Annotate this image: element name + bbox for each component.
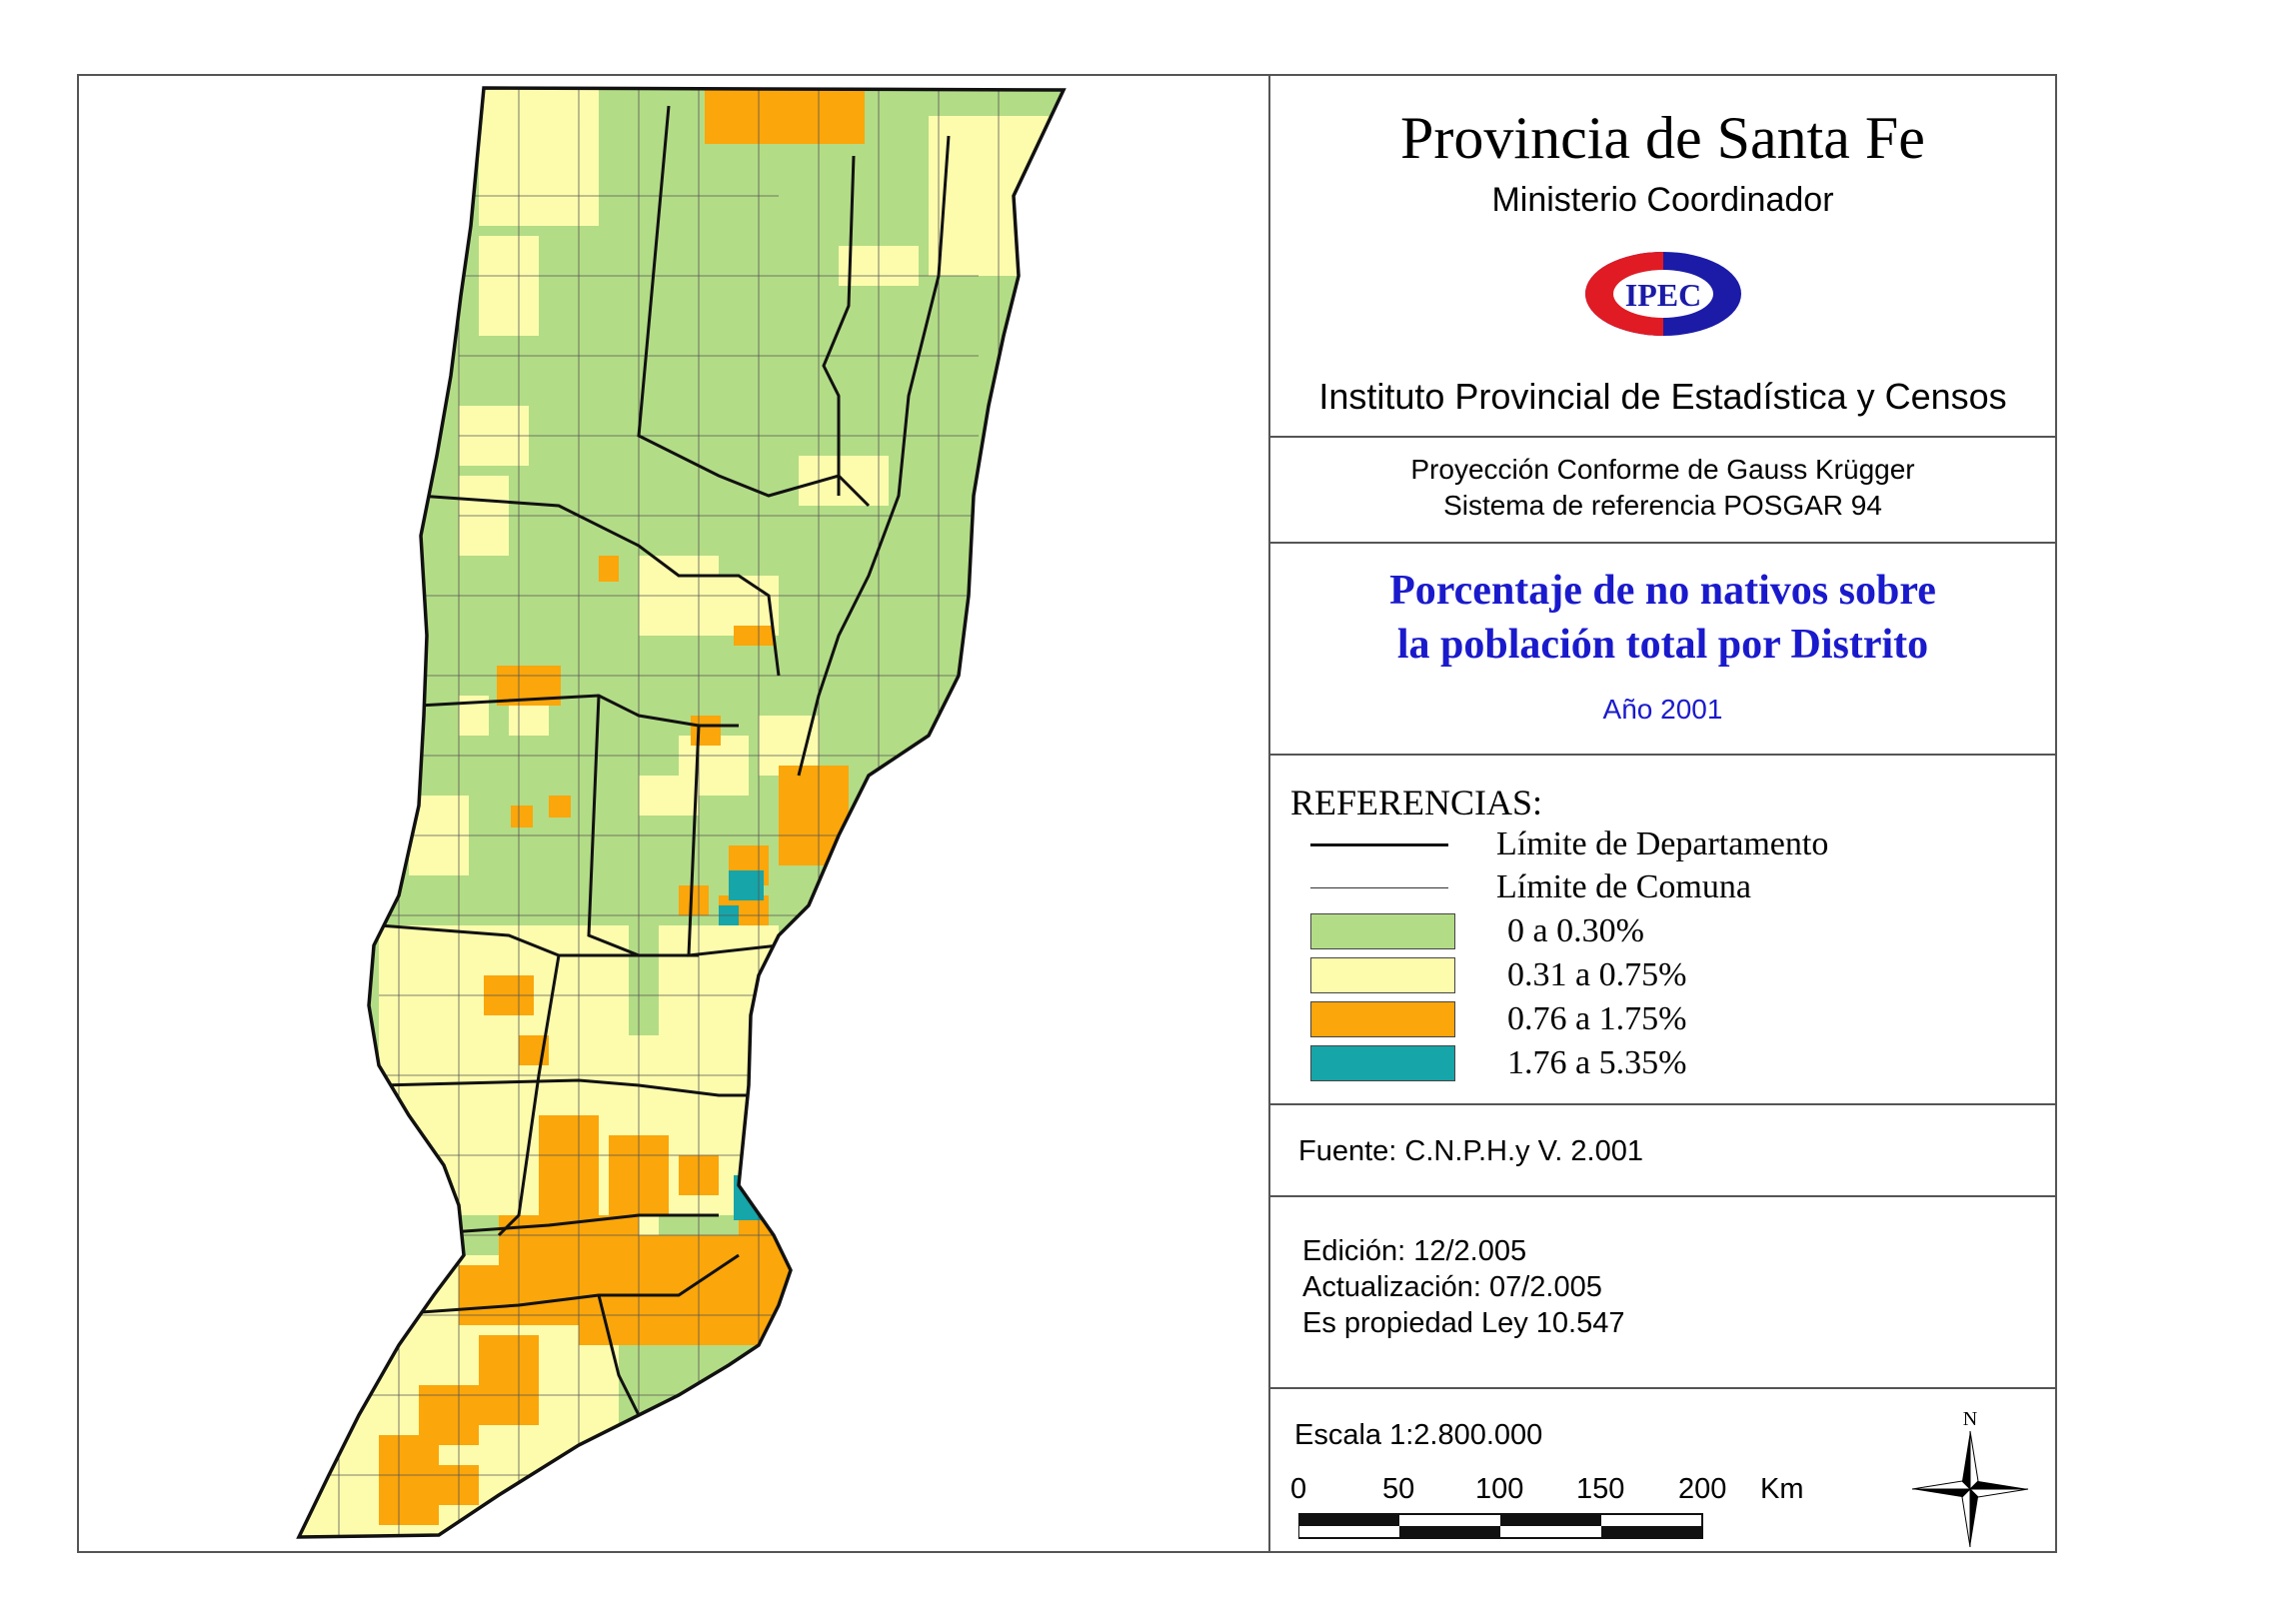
scale-section: Escala 1:2.800.000 0 50 100 150 200 Km N bbox=[1270, 1389, 2055, 1551]
legend-class-3: 0.76 a 1.75% bbox=[1310, 1000, 1686, 1038]
legend-class-1: 0 a 0.30% bbox=[1310, 912, 1644, 950]
map-sheet: Provincia de Santa Fe Ministerio Coordin… bbox=[77, 74, 2057, 1553]
scale-unit: Km bbox=[1760, 1473, 1804, 1505]
scale-tick-200: 200 bbox=[1678, 1473, 1727, 1505]
theme-section: Porcentaje de no nativos sobre la poblac… bbox=[1270, 544, 2055, 756]
map-panel bbox=[79, 76, 1270, 1551]
ipec-logo: IPEC bbox=[1583, 250, 1743, 338]
scale-tick-50: 50 bbox=[1382, 1473, 1415, 1505]
theme-year: Año 2001 bbox=[1602, 694, 1723, 725]
legend-dept-limit: Límite de Departamento bbox=[1310, 825, 1828, 863]
class-3-label: 0.76 a 1.75% bbox=[1507, 1000, 1687, 1037]
class-1-label: 0 a 0.30% bbox=[1507, 912, 1644, 949]
page-title: Provincia de Santa Fe bbox=[1400, 105, 1925, 171]
legend-class-4: 1.76 a 5.35% bbox=[1310, 1044, 1686, 1082]
institute-name: Instituto Provincial de Estadística y Ce… bbox=[1318, 376, 2007, 417]
ministry-label: Ministerio Coordinador bbox=[1491, 181, 1834, 219]
legend-title: REFERENCIAS: bbox=[1290, 783, 1543, 822]
info-panel: Provincia de Santa Fe Ministerio Coordin… bbox=[1270, 76, 2055, 1551]
north-arrow-icon: N bbox=[1911, 1409, 2029, 1548]
scale-tick-0: 0 bbox=[1290, 1473, 1307, 1505]
scale-bar bbox=[1298, 1513, 1703, 1539]
projection-line-1: Proyección Conforme de Gauss Krügger bbox=[1410, 454, 1915, 485]
header-section: Provincia de Santa Fe Ministerio Coordin… bbox=[1270, 76, 2055, 438]
class-4-label: 1.76 a 5.35% bbox=[1507, 1044, 1687, 1081]
property-law: Es propiedad Ley 10.547 bbox=[1302, 1307, 1625, 1339]
edition-date: Edición: 12/2.005 bbox=[1302, 1235, 1527, 1267]
source-section: Fuente: C.N.P.H.y V. 2.001 bbox=[1270, 1105, 2055, 1197]
theme-title-line-2: la población total por Distrito bbox=[1396, 622, 1929, 668]
scale-tick-100: 100 bbox=[1475, 1473, 1524, 1505]
scale-tick-150: 150 bbox=[1576, 1473, 1625, 1505]
class-2-swatch bbox=[1310, 957, 1455, 993]
projection-section: Proyección Conforme de Gauss Krügger Sis… bbox=[1270, 438, 2055, 544]
scale-text: Escala 1:2.800.000 bbox=[1294, 1419, 1543, 1451]
province-map bbox=[297, 86, 1066, 1539]
update-date: Actualización: 07/2.005 bbox=[1302, 1271, 1602, 1303]
logo-text: IPEC bbox=[1624, 277, 1700, 313]
class-1-swatch bbox=[1310, 913, 1455, 949]
class-4-swatch bbox=[1310, 1045, 1455, 1081]
dept-limit-symbol bbox=[1310, 842, 1448, 846]
source-text: Fuente: C.N.P.H.y V. 2.001 bbox=[1298, 1135, 1643, 1167]
comuna-limit-symbol bbox=[1310, 886, 1448, 888]
edition-section: Edición: 12/2.005 Actualización: 07/2.00… bbox=[1270, 1197, 2055, 1389]
class-2-label: 0.31 a 0.75% bbox=[1507, 956, 1687, 993]
legend-class-2: 0.31 a 0.75% bbox=[1310, 956, 1686, 994]
theme-title-line-1: Porcentaje de no nativos sobre bbox=[1389, 568, 1936, 614]
north-label: N bbox=[1963, 1409, 1977, 1430]
dept-limit-label: Límite de Departamento bbox=[1496, 825, 1829, 862]
projection-line-2: Sistema de referencia POSGAR 94 bbox=[1443, 490, 1882, 521]
legend-section: REFERENCIAS: Límite de Departamento Lími… bbox=[1270, 756, 2055, 1105]
legend-comuna-limit: Límite de Comuna bbox=[1310, 868, 1751, 906]
class-3-swatch bbox=[1310, 1001, 1455, 1037]
comuna-limit-label: Límite de Comuna bbox=[1496, 868, 1751, 905]
